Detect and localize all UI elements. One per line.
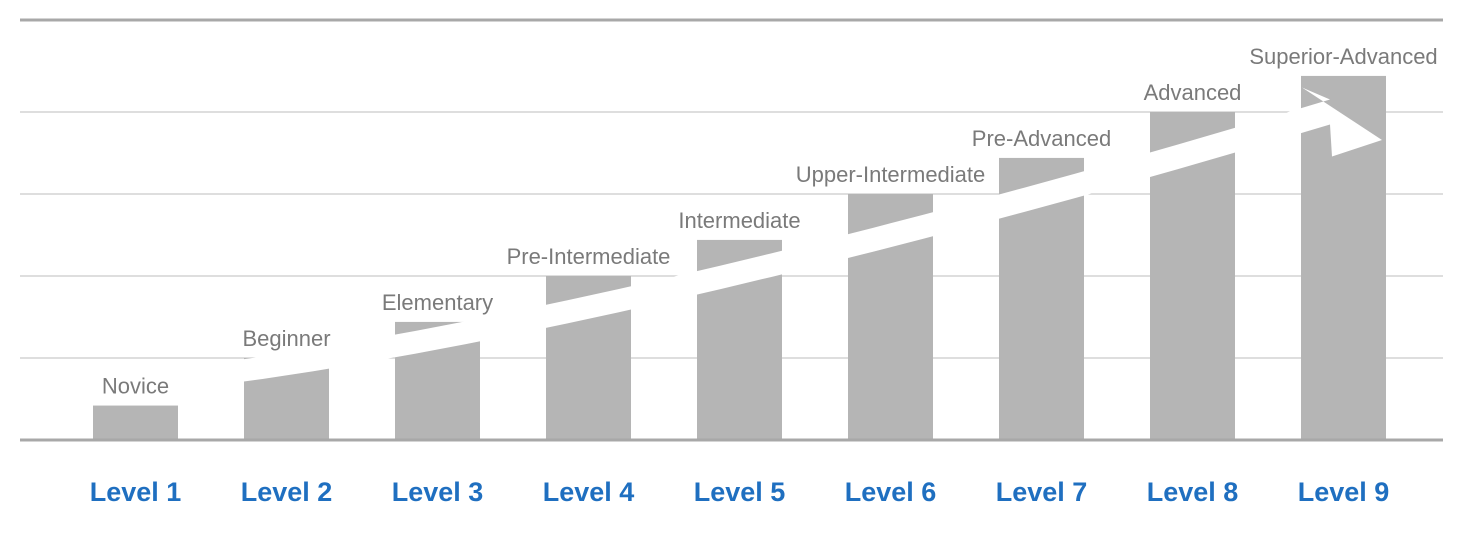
bar-label-6: Upper-Intermediate (796, 162, 986, 187)
category-label-9: Level 9 (1298, 477, 1390, 507)
bar-label-2: Beginner (242, 326, 330, 351)
category-label-1: Level 1 (90, 477, 182, 507)
bar-label-4: Pre-Intermediate (507, 244, 671, 269)
category-label-2: Level 2 (241, 477, 333, 507)
category-label-3: Level 3 (392, 477, 484, 507)
bars (93, 75, 1386, 441)
bar-label-9: Superior-Advanced (1249, 44, 1437, 69)
category-label-6: Level 6 (845, 477, 937, 507)
category-labels: Level 1 Level 2 Level 3 Level 4 Level 5 Level… (90, 477, 1390, 507)
progress-arrow-icon (96, 87, 1382, 396)
category-label-7: Level 7 (996, 477, 1088, 507)
bar-label-8: Advanced (1144, 80, 1242, 105)
category-label-4: Level 4 (543, 477, 635, 507)
bar-label-5: Intermediate (678, 208, 800, 233)
bar-label-1: Novice (102, 374, 169, 399)
category-label-8: Level 8 (1147, 477, 1239, 507)
category-label-5: Level 5 (694, 477, 786, 507)
bar-label-3: Elementary (382, 290, 493, 315)
bar-1 (93, 405, 178, 440)
bar-labels: Novice Beginner Elementary Pre-Intermediate… (102, 44, 1438, 399)
bar-label-7: Pre-Advanced (972, 126, 1111, 151)
